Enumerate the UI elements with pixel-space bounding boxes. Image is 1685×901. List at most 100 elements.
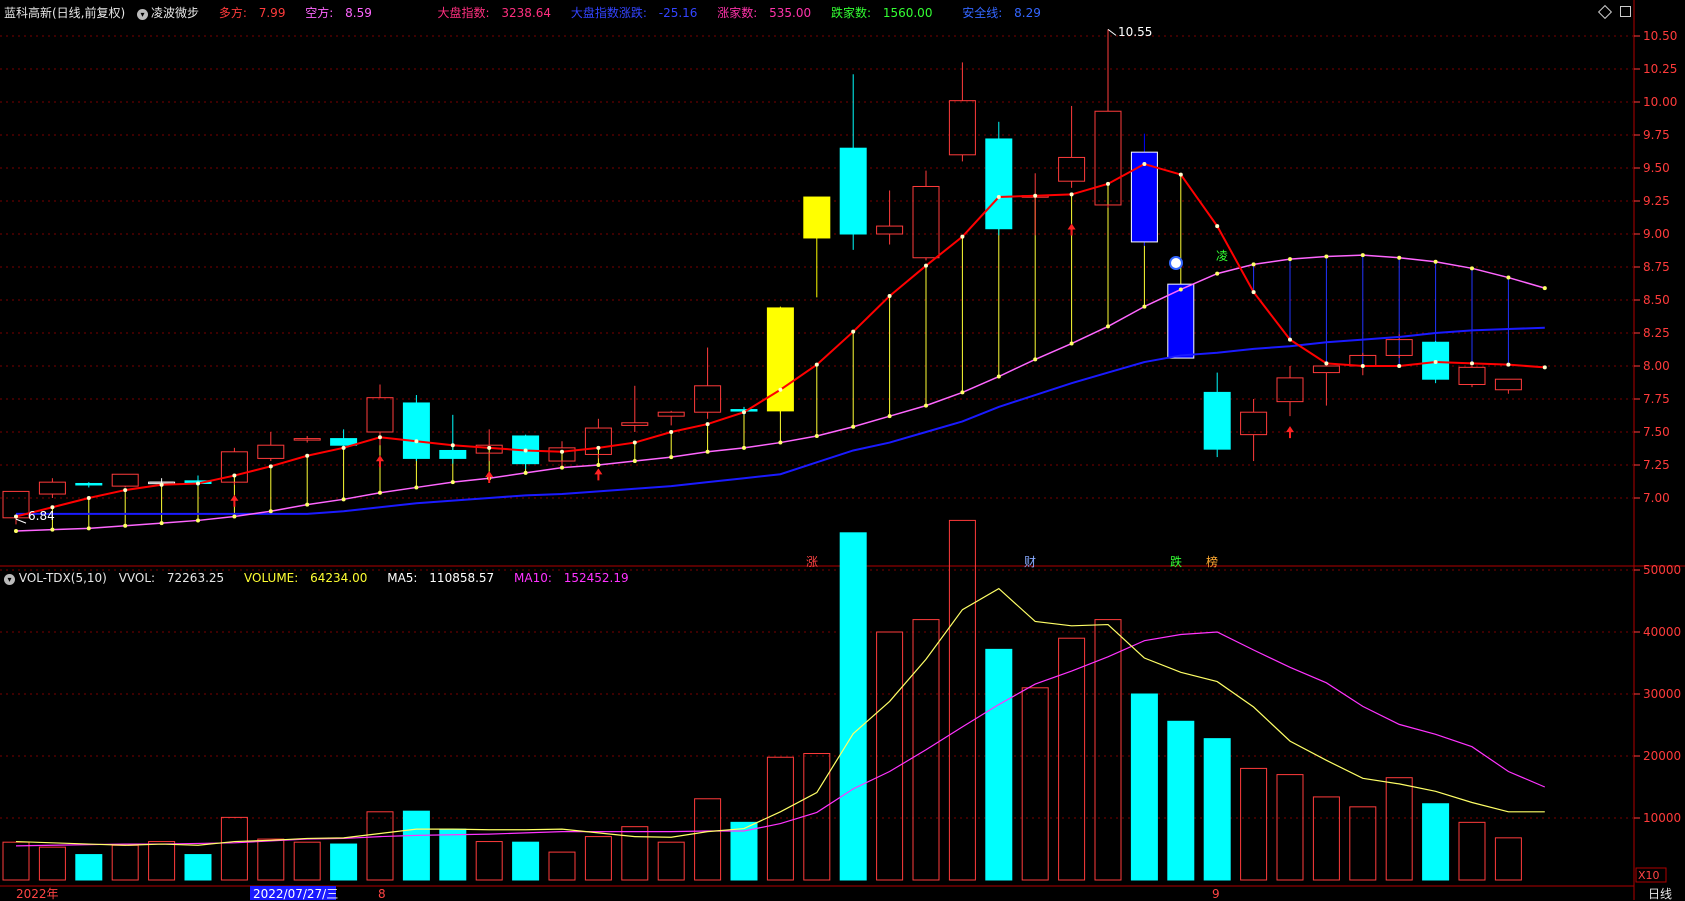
volume-bar[interactable] (766, 756, 794, 881)
candle-body[interactable] (402, 402, 430, 459)
candle-body[interactable] (1494, 378, 1522, 391)
volume-bar[interactable] (912, 619, 940, 881)
volume-bar[interactable] (657, 841, 685, 881)
volume-bar[interactable] (1058, 637, 1086, 881)
candle-body[interactable] (1458, 366, 1486, 385)
volume-bar[interactable] (475, 841, 503, 881)
volume-bar[interactable] (330, 843, 358, 881)
volume-bar[interactable] (985, 648, 1013, 881)
volume-bar[interactable] (1312, 796, 1340, 881)
candle-body[interactable] (1385, 339, 1413, 356)
volume-bar[interactable] (1422, 803, 1450, 881)
volume-bar[interactable] (184, 854, 212, 881)
volume-bar[interactable] (1167, 720, 1195, 881)
marker-zhang[interactable]: 涨 (806, 554, 818, 569)
volume-bar[interactable] (220, 816, 248, 881)
high-price-label: 10.55 (1118, 25, 1152, 39)
ma-dot (778, 387, 783, 392)
volume-unit-label: X10 (1638, 869, 1660, 882)
candle-body[interactable] (766, 307, 794, 412)
candle-body[interactable] (75, 482, 103, 486)
candle-body[interactable] (1094, 110, 1122, 206)
volume-bar[interactable] (38, 846, 66, 881)
candle-body[interactable] (548, 447, 576, 462)
marker-die[interactable]: 跌 (1170, 554, 1182, 569)
candle-body[interactable] (876, 225, 904, 235)
volume-bar[interactable] (293, 841, 321, 881)
volume-bar[interactable] (1203, 738, 1231, 881)
volume-bar[interactable] (1458, 821, 1486, 881)
candle-body[interactable] (694, 385, 722, 413)
volume-ma5-line (15, 587, 1545, 846)
candle-body[interactable] (803, 196, 831, 239)
candle-body[interactable] (1167, 283, 1195, 359)
volume-bar[interactable] (621, 826, 649, 881)
volume-bar[interactable] (75, 854, 103, 881)
long-readout: 多方: 7.99 (218, 6, 286, 20)
volume-bar[interactable] (1385, 777, 1413, 881)
candle-body[interactable] (1276, 377, 1304, 403)
volume-bar[interactable] (2, 841, 30, 881)
candle-body[interactable] (1240, 411, 1268, 436)
volume-bar[interactable] (1494, 837, 1522, 881)
candle-body[interactable] (1203, 391, 1231, 450)
volume-bar[interactable] (402, 810, 430, 881)
candle-body[interactable] (1058, 156, 1086, 182)
volume-bar[interactable] (876, 631, 904, 881)
candle-body[interactable] (257, 444, 285, 459)
candle-body[interactable] (657, 411, 685, 417)
ma5-readout: MA5: 110858.57 (387, 571, 495, 585)
volume-bar[interactable] (730, 821, 758, 881)
volume-bar[interactable] (948, 519, 976, 881)
candle-body[interactable] (948, 100, 976, 156)
volume-bar[interactable] (512, 841, 540, 881)
volume-bar[interactable] (1240, 767, 1268, 881)
candle-body[interactable] (584, 427, 612, 455)
candle-body[interactable] (1312, 365, 1340, 374)
ma-dot (1142, 162, 1147, 167)
ma-dot (123, 523, 128, 528)
candle-body[interactable] (985, 138, 1013, 230)
candle-body[interactable] (839, 147, 867, 235)
volume-bar[interactable] (439, 828, 467, 881)
volume-bar[interactable] (1094, 619, 1122, 881)
volume-bar[interactable] (548, 851, 576, 881)
volume-bar[interactable] (257, 838, 285, 881)
volume-bar[interactable] (1349, 806, 1377, 881)
index-change-readout: 大盘指数涨跌: -25.16 (570, 6, 698, 20)
volume-bar[interactable] (584, 836, 612, 881)
volume-bar[interactable] (1276, 774, 1304, 881)
candle-body[interactable] (330, 438, 358, 446)
volume-bar[interactable] (803, 753, 831, 881)
maximize-icon[interactable] (1620, 6, 1631, 17)
volume-bar[interactable] (1021, 687, 1049, 881)
buy-arrow-icon (230, 494, 239, 507)
volume-bar[interactable] (694, 798, 722, 881)
volume-bar[interactable] (148, 841, 176, 881)
candle-body[interactable] (111, 473, 139, 487)
candle-body[interactable] (38, 481, 66, 495)
indicator-dropdown[interactable]: ▾ 凌波微步 (137, 6, 211, 20)
ma-dot (996, 374, 1001, 379)
candle-body[interactable] (439, 449, 467, 459)
volume-bar[interactable] (1130, 693, 1158, 881)
candle-body[interactable] (366, 397, 394, 433)
volume-bar[interactable] (839, 532, 867, 881)
volume-indicator-name[interactable]: VOL-TDX(5,10) (18, 571, 107, 585)
marker-cai[interactable]: 财 (1024, 555, 1036, 569)
stock-name[interactable]: 蓝科高新(日线,前复权) (4, 6, 126, 20)
chevron-down-icon[interactable]: ▾ (4, 574, 15, 585)
period-label[interactable]: 日线 (1648, 887, 1672, 901)
safety-readout: 安全线: 8.29 (962, 6, 1041, 20)
marker-bang[interactable]: 榜 (1206, 554, 1218, 569)
ma-dot (705, 449, 710, 454)
candle-body[interactable] (293, 438, 321, 441)
ma-dot (50, 505, 55, 510)
volume-bar[interactable] (366, 811, 394, 881)
candle-body[interactable] (220, 451, 248, 483)
status-face-icon[interactable] (1169, 256, 1183, 270)
volume-bar[interactable] (111, 844, 139, 881)
candle-body[interactable] (621, 422, 649, 426)
candle-body[interactable] (912, 185, 940, 259)
